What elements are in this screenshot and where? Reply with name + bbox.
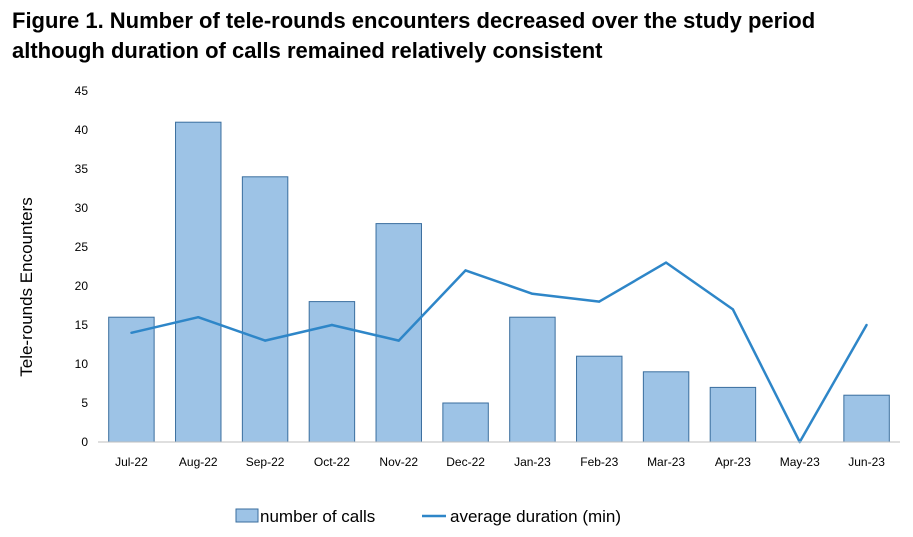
y-tick-label: 45 xyxy=(75,84,89,98)
y-tick-label: 30 xyxy=(75,201,89,215)
y-axis-ticks: 0 5 10 15 20 25 30 35 40 45 xyxy=(75,84,89,449)
duration-point-Feb-23 xyxy=(598,300,601,303)
y-tick-label: 15 xyxy=(75,318,89,332)
duration-line xyxy=(131,261,868,444)
x-tick-label: Oct-22 xyxy=(314,455,350,469)
y-tick-label: 35 xyxy=(75,162,89,176)
bar-Apr-23 xyxy=(709,386,757,443)
figure-title: Figure 1. Number of tele-rounds encounte… xyxy=(12,8,816,63)
legend-bar-swatch xyxy=(235,508,259,523)
line-series xyxy=(130,261,868,444)
x-tick-label: Mar-23 xyxy=(647,455,685,469)
x-axis-ticks: Jul-22 Aug-22 Sep-22 Oct-22 Nov-22 Dec-22 Jan-… xyxy=(115,455,885,469)
bar-Sep-22 xyxy=(241,176,289,443)
y-axis-title: Tele-rounds Encounters xyxy=(17,197,36,377)
x-tick-label: Sep-22 xyxy=(246,455,285,469)
bar-Jan-23 xyxy=(509,316,556,443)
duration-point-Dec-22 xyxy=(464,269,467,272)
bar-series xyxy=(108,121,890,443)
duration-point-Jun-23 xyxy=(865,323,868,327)
duration-point-Nov-22 xyxy=(397,339,400,342)
duration-point-Mar-23 xyxy=(664,261,668,264)
y-tick-label: 0 xyxy=(81,435,88,449)
y-tick-label: 25 xyxy=(75,240,89,254)
duration-point-Jan-23 xyxy=(531,292,534,295)
duration-point-Sep-22 xyxy=(263,339,267,342)
bar-Jul-22 xyxy=(108,316,155,443)
bar-Mar-23 xyxy=(642,371,690,443)
x-tick-label: Jul-22 xyxy=(115,455,148,469)
x-tick-label: Jun-23 xyxy=(848,455,885,469)
x-tick-label: Dec-22 xyxy=(446,455,485,469)
bar-Nov-22 xyxy=(375,223,422,443)
x-tick-label: May-23 xyxy=(780,455,820,469)
legend-bar-label: number of calls xyxy=(260,507,375,526)
x-tick-label: Apr-23 xyxy=(715,455,751,469)
x-tick-label: Aug-22 xyxy=(179,455,218,469)
y-tick-label: 40 xyxy=(75,123,89,137)
bar-Dec-22 xyxy=(442,402,489,443)
duration-point-Apr-23 xyxy=(731,308,735,311)
x-tick-label: Jan-23 xyxy=(514,455,551,469)
y-tick-label: 20 xyxy=(75,279,89,293)
bar-Feb-23 xyxy=(576,355,623,443)
y-tick-label: 10 xyxy=(75,357,89,371)
bar-Jun-23 xyxy=(843,394,890,443)
legend: number of calls average duration (min) xyxy=(235,507,621,526)
x-tick-label: Nov-22 xyxy=(379,455,418,469)
duration-point-Aug-22 xyxy=(197,316,200,319)
duration-point-Oct-22 xyxy=(330,323,334,327)
y-tick-label: 5 xyxy=(81,396,88,410)
legend-line-label: average duration (min) xyxy=(450,507,621,526)
bar-Aug-22 xyxy=(175,121,222,443)
bar-Oct-22 xyxy=(308,301,356,443)
duration-point-Jul-22 xyxy=(130,331,133,334)
x-tick-label: Feb-23 xyxy=(580,455,618,469)
